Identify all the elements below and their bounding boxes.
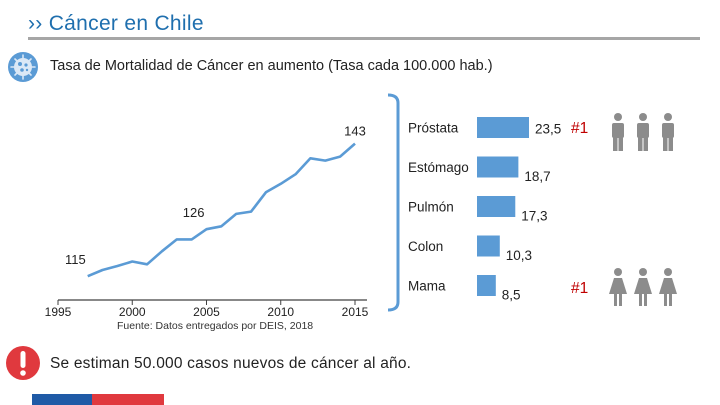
- source-note: Fuente: Datos entregados por DEIS, 2018: [117, 320, 314, 332]
- x-tick-label: 2000: [119, 305, 146, 319]
- bar-value-label: 17,3: [521, 209, 547, 224]
- bar: [477, 156, 519, 178]
- page-title: ›› Cáncer en Chile: [28, 12, 204, 35]
- woman-icon: [659, 268, 677, 306]
- series-line: [87, 142, 356, 278]
- bar-category-label: Próstata: [408, 121, 459, 136]
- rank-women-label: #1: [571, 280, 588, 297]
- bar-value-label: 8,5: [502, 288, 521, 303]
- bar-category-label: Pulmón: [408, 200, 454, 215]
- bar-category-label: Estómago: [408, 160, 469, 175]
- rank-men-label: #1: [571, 120, 588, 137]
- virus-icon: [8, 52, 38, 82]
- estimate-note: Se estiman 50.000 casos nuevos de cáncer…: [50, 355, 412, 372]
- line-value-label: 143: [344, 124, 366, 139]
- x-tick-label: 2015: [342, 305, 369, 319]
- bar: [477, 235, 500, 257]
- bar-value-label: 18,7: [524, 169, 550, 184]
- woman-icon: [634, 268, 652, 306]
- bar: [477, 117, 529, 138]
- bar: [477, 275, 496, 296]
- man-icon: [662, 113, 674, 151]
- x-tick-label: 2005: [193, 305, 220, 319]
- footer-bar-blue: [32, 394, 92, 405]
- title-divider: [28, 37, 700, 40]
- bar: [477, 196, 516, 217]
- bar-category-label: Mama: [408, 279, 446, 294]
- line-value-label: 115: [65, 252, 86, 267]
- chart-subtitle: Tasa de Mortalidad de Cáncer en aumento …: [50, 58, 493, 74]
- bar-value-label: 10,3: [506, 248, 532, 263]
- woman-icon: [609, 268, 627, 306]
- man-icon: [637, 113, 649, 151]
- line-value-label: 126: [183, 205, 205, 220]
- bar-value-label: 23,5: [535, 122, 561, 137]
- man-icon: [612, 113, 624, 151]
- bracket-connector: [387, 93, 400, 312]
- x-tick-label: 2010: [267, 305, 294, 319]
- bar-category-label: Colon: [408, 239, 443, 254]
- footer-bar-red: [92, 394, 164, 405]
- x-tick-label: 1995: [45, 305, 72, 319]
- exclamation-icon: [6, 346, 40, 380]
